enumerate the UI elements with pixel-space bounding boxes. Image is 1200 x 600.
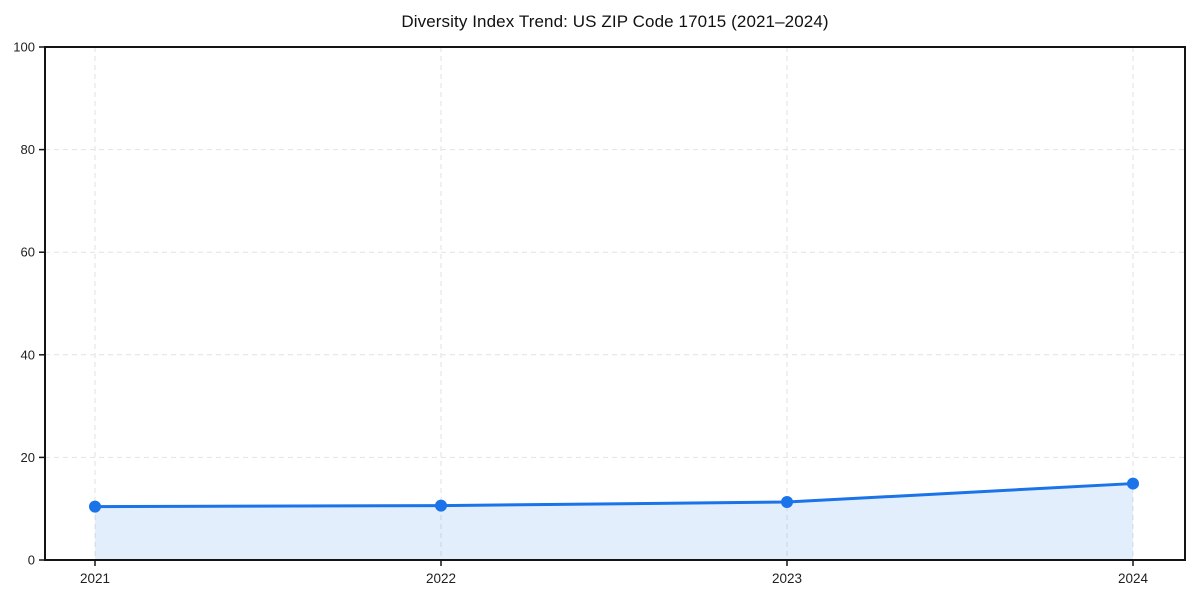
y-tick-label: 20 xyxy=(21,450,35,465)
data-point-marker xyxy=(435,499,447,512)
plot-border xyxy=(44,46,1186,561)
data-point-marker xyxy=(781,496,793,509)
y-tick-label: 60 xyxy=(21,245,35,260)
y-tick-label: 80 xyxy=(21,142,35,157)
x-tick-label: 2022 xyxy=(426,571,456,586)
chart-title: Diversity Index Trend: US ZIP Code 17015… xyxy=(401,12,829,31)
y-tick-label: 0 xyxy=(28,553,35,568)
trend-line xyxy=(93,482,1135,509)
data-point-marker xyxy=(1127,477,1139,490)
y-tick-label: 100 xyxy=(13,40,35,55)
x-tick-label: 2024 xyxy=(1118,571,1149,586)
x-tick-label: 2021 xyxy=(80,571,110,586)
x-tick-label: 2023 xyxy=(772,571,802,586)
data-point-marker xyxy=(89,500,101,513)
area-fill xyxy=(95,483,1133,560)
y-tick-label: 40 xyxy=(21,347,35,362)
